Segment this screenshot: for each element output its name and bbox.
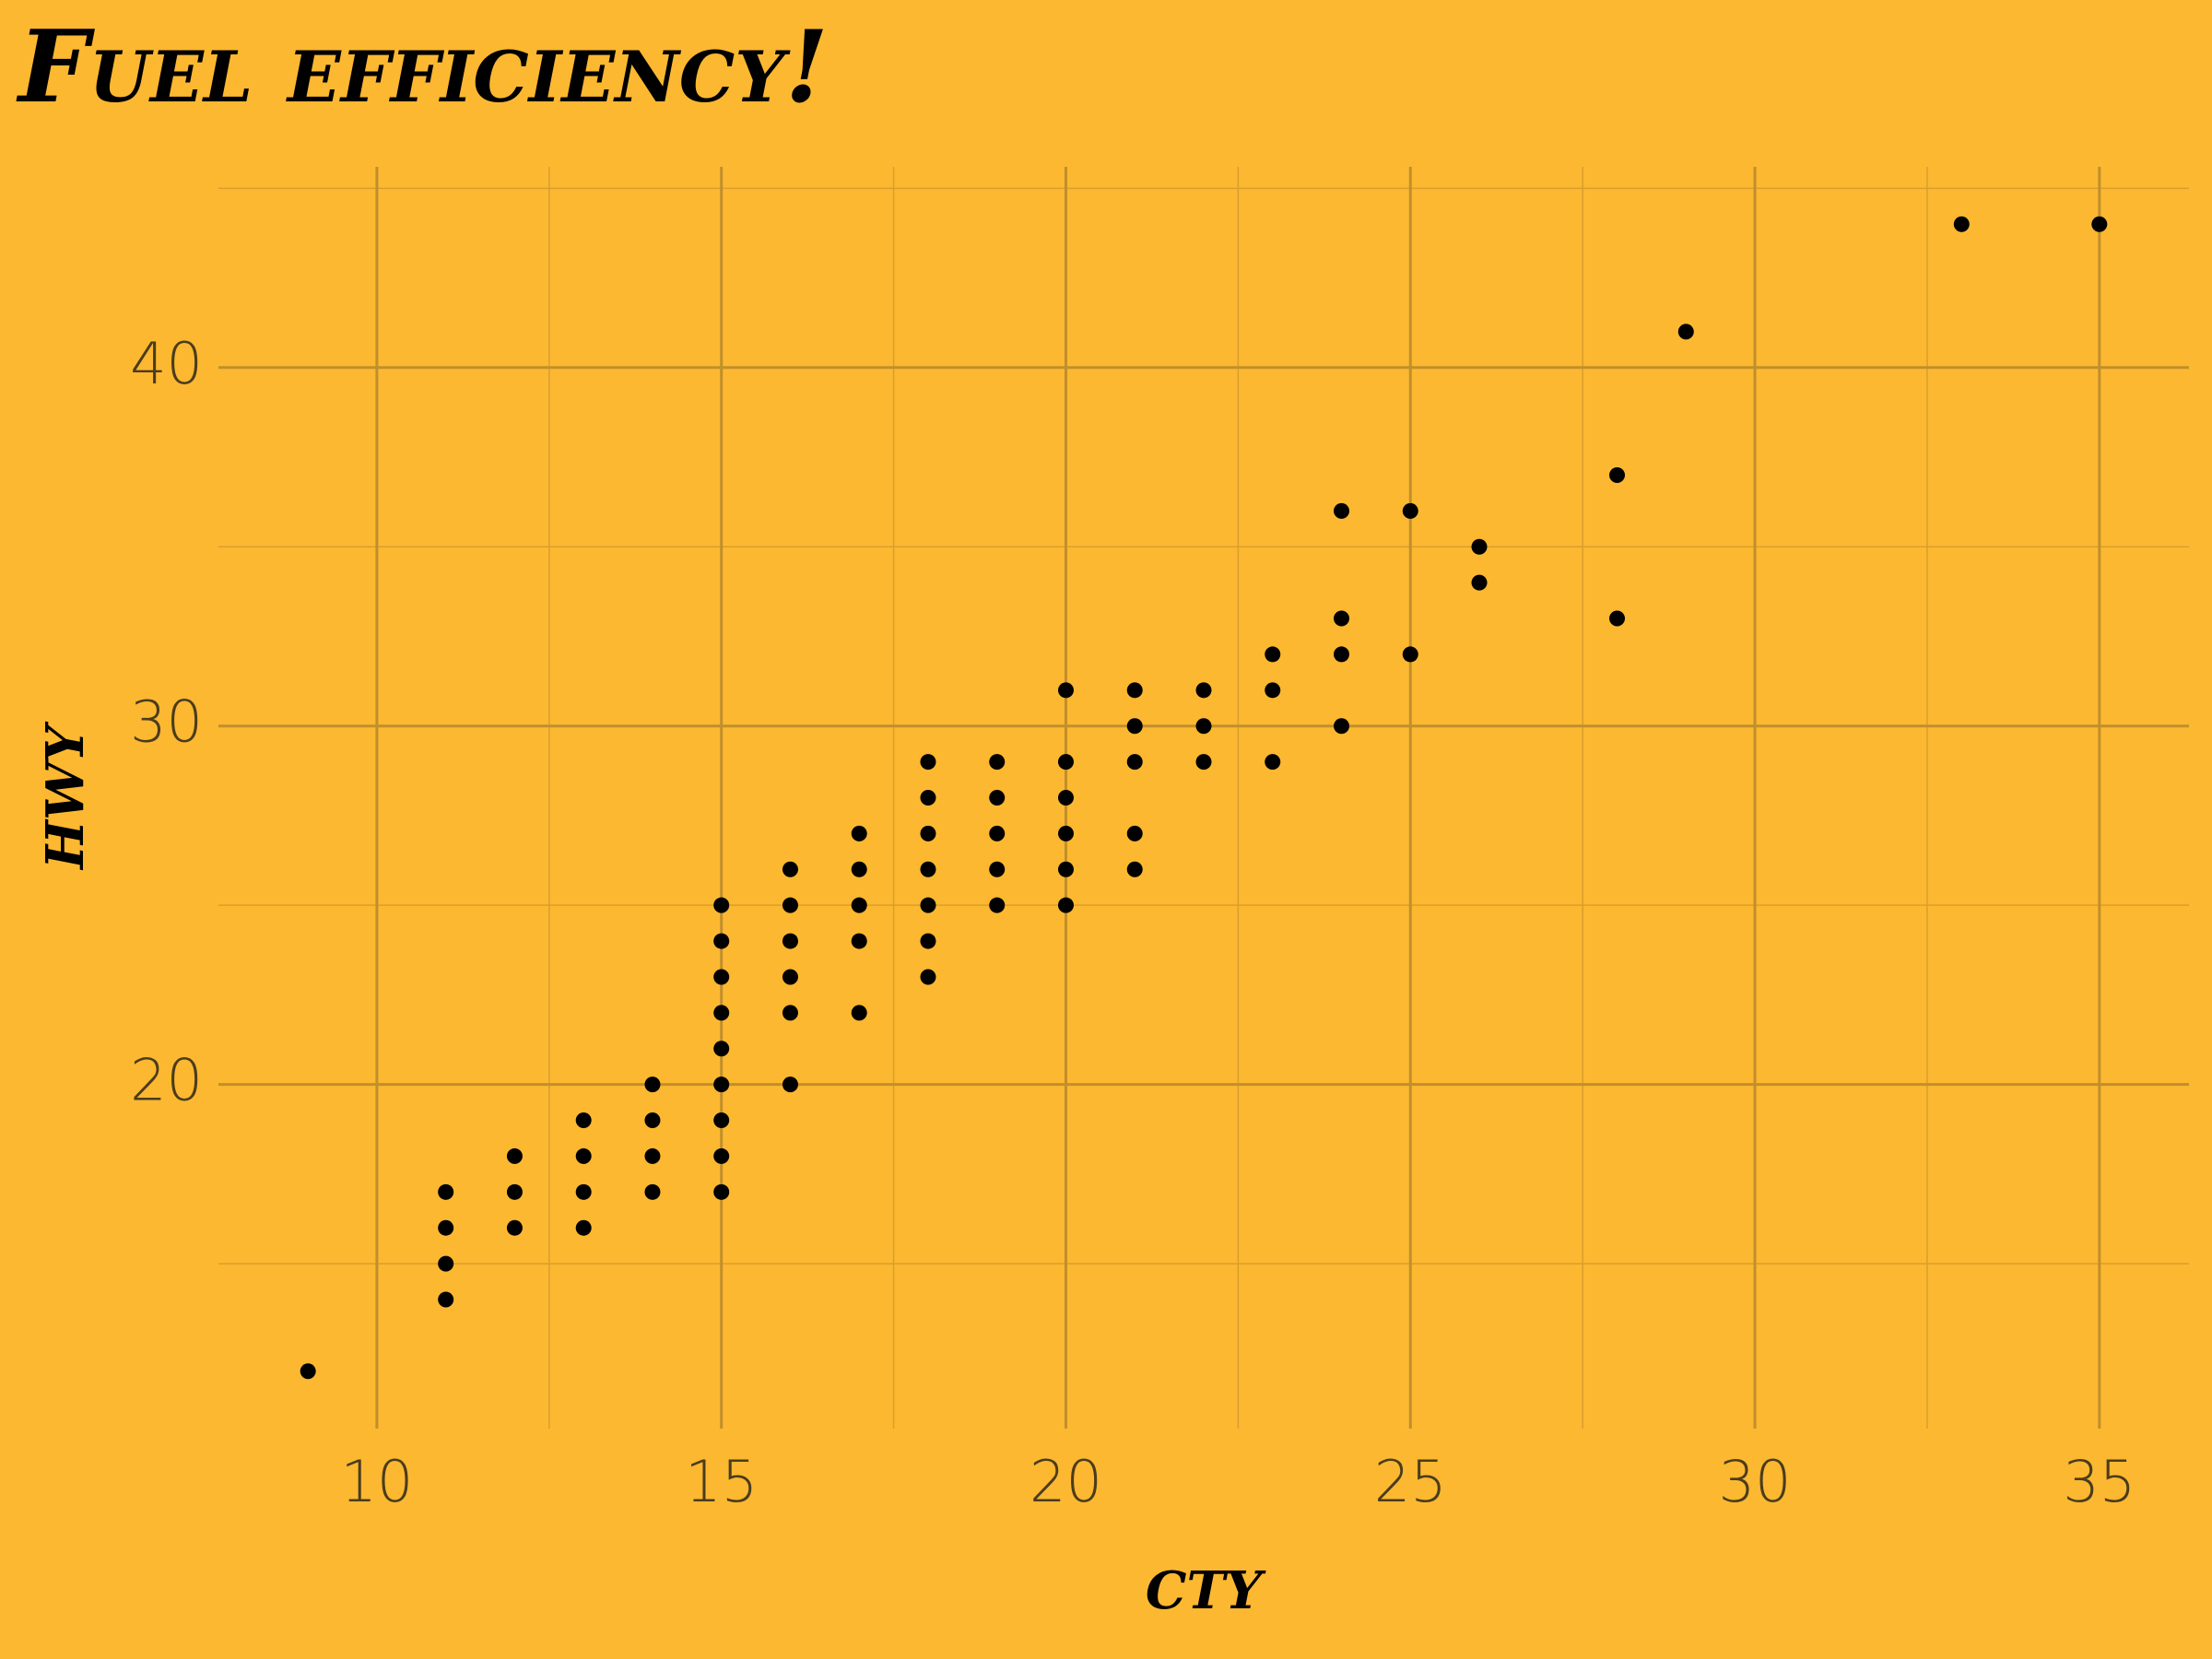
point	[1334, 502, 1350, 519]
y-axis-label: hwy	[14, 721, 100, 871]
y-tick-label: 20	[130, 1047, 203, 1114]
point	[851, 897, 867, 913]
point	[713, 1183, 730, 1200]
point	[851, 861, 867, 877]
point	[575, 1112, 592, 1129]
point	[1265, 682, 1281, 699]
point	[782, 861, 798, 877]
point	[920, 754, 936, 771]
point	[989, 897, 1006, 913]
point	[782, 969, 798, 985]
point	[506, 1147, 523, 1164]
point	[575, 1219, 592, 1236]
point	[989, 825, 1006, 841]
point	[1677, 324, 1694, 340]
point	[1057, 861, 1074, 877]
x-tick-label: 30	[1719, 1448, 1792, 1515]
point	[920, 790, 936, 806]
point	[989, 861, 1006, 877]
point	[2091, 216, 2108, 232]
point	[1402, 646, 1418, 663]
point	[1334, 646, 1350, 663]
point	[851, 933, 867, 949]
point	[713, 1112, 730, 1129]
point	[1265, 646, 1281, 663]
y-tick-label: 30	[130, 688, 203, 756]
point	[851, 1005, 867, 1021]
point	[713, 1041, 730, 1057]
point	[989, 790, 1006, 806]
point	[1609, 466, 1626, 483]
point	[438, 1183, 454, 1200]
point	[713, 933, 730, 949]
point	[1057, 897, 1074, 913]
point	[920, 861, 936, 877]
point	[300, 1363, 316, 1380]
point	[1334, 610, 1350, 627]
point	[713, 1005, 730, 1021]
point	[713, 1147, 730, 1164]
point	[1126, 682, 1143, 699]
x-axis-label: cty	[1146, 1539, 1266, 1626]
point	[1471, 538, 1488, 555]
point	[1265, 754, 1281, 771]
point	[782, 1005, 798, 1021]
point	[713, 897, 730, 913]
x-tick-label: 15	[685, 1448, 758, 1515]
point	[575, 1183, 592, 1200]
point	[438, 1291, 454, 1308]
point	[575, 1147, 592, 1164]
point	[1126, 825, 1143, 841]
point	[1402, 502, 1418, 519]
x-tick-label: 20	[1030, 1448, 1102, 1515]
point	[1334, 718, 1350, 735]
point	[713, 1077, 730, 1093]
point	[644, 1077, 661, 1093]
x-tick-label: 10	[340, 1448, 413, 1515]
point	[1471, 574, 1488, 591]
point	[1126, 718, 1143, 735]
point	[438, 1255, 454, 1272]
point	[644, 1183, 661, 1200]
point	[1195, 718, 1212, 735]
point	[506, 1183, 523, 1200]
point	[1609, 610, 1626, 627]
chart-title: Fuel efficiency!	[16, 9, 829, 125]
point	[438, 1219, 454, 1236]
point	[920, 933, 936, 949]
point	[782, 1077, 798, 1093]
point	[713, 969, 730, 985]
point	[506, 1219, 523, 1236]
point	[1126, 754, 1143, 771]
point	[1057, 790, 1074, 806]
point	[644, 1112, 661, 1129]
x-tick-label: 35	[2063, 1448, 2136, 1515]
point	[782, 897, 798, 913]
point	[782, 933, 798, 949]
point	[1057, 825, 1074, 841]
point	[920, 897, 936, 913]
point	[1057, 754, 1074, 771]
point	[1953, 216, 1970, 232]
y-tick-label: 40	[130, 330, 203, 397]
point	[1195, 754, 1212, 771]
point	[1195, 682, 1212, 699]
point	[920, 825, 936, 841]
point	[989, 754, 1006, 771]
point	[1126, 861, 1143, 877]
x-tick-label: 25	[1374, 1448, 1447, 1515]
point	[1057, 682, 1074, 699]
point	[920, 969, 936, 985]
point	[851, 825, 867, 841]
point	[644, 1147, 661, 1164]
